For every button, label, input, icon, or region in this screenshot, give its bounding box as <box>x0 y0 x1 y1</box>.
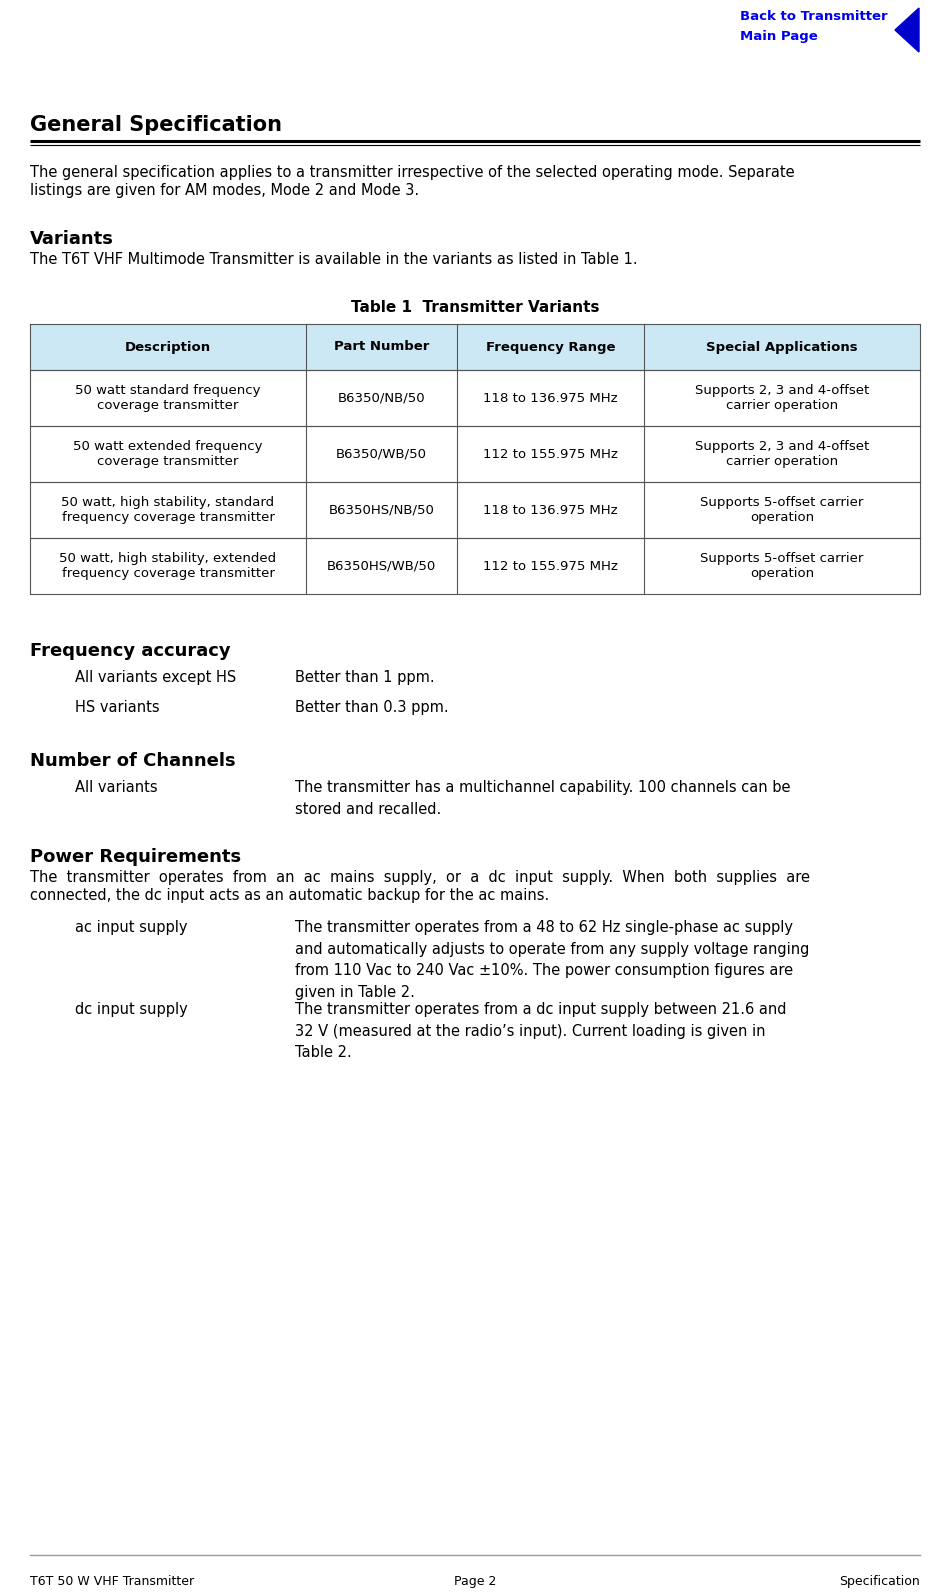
Text: Number of Channels: Number of Channels <box>30 751 235 771</box>
Text: T6T 50 W VHF Transmitter: T6T 50 W VHF Transmitter <box>30 1574 195 1587</box>
Text: B6350HS/WB/50: B6350HS/WB/50 <box>326 559 437 573</box>
Bar <box>30 538 920 594</box>
Text: Table 1  Transmitter Variants: Table 1 Transmitter Variants <box>351 299 599 315</box>
Text: B6350/WB/50: B6350/WB/50 <box>336 447 427 460</box>
Text: 118 to 136.975 MHz: 118 to 136.975 MHz <box>483 503 618 516</box>
Text: Frequency Range: Frequency Range <box>486 341 615 353</box>
Text: 50 watt standard frequency
coverage transmitter: 50 watt standard frequency coverage tran… <box>75 384 261 412</box>
Text: HS variants: HS variants <box>75 700 159 715</box>
Text: Frequency accuracy: Frequency accuracy <box>30 642 231 661</box>
Text: The T6T VHF Multimode Transmitter is available in the variants as listed in Tabl: The T6T VHF Multimode Transmitter is ava… <box>30 252 638 267</box>
Text: Supports 2, 3 and 4-offset
carrier operation: Supports 2, 3 and 4-offset carrier opera… <box>695 384 869 412</box>
Text: Better than 1 ppm.: Better than 1 ppm. <box>295 670 435 685</box>
Text: The transmitter has a multichannel capability. 100 channels can be
stored and re: The transmitter has a multichannel capab… <box>295 780 791 817</box>
Text: Supports 5-offset carrier
operation: Supports 5-offset carrier operation <box>700 497 864 524</box>
Text: The  transmitter  operates  from  an  ac  mains  supply,  or  a  dc  input  supp: The transmitter operates from an ac main… <box>30 869 810 885</box>
Text: 50 watt, high stability, extended
frequency coverage transmitter: 50 watt, high stability, extended freque… <box>60 552 276 579</box>
Text: The transmitter operates from a 48 to 62 Hz single-phase ac supply
and automatic: The transmitter operates from a 48 to 62… <box>295 920 809 1000</box>
Text: 112 to 155.975 MHz: 112 to 155.975 MHz <box>483 559 618 573</box>
Bar <box>30 369 920 427</box>
Text: Variants: Variants <box>30 229 114 248</box>
Text: The general specification applies to a transmitter irrespective of the selected : The general specification applies to a t… <box>30 166 794 180</box>
Bar <box>30 482 920 538</box>
Text: Better than 0.3 ppm.: Better than 0.3 ppm. <box>295 700 449 715</box>
Text: Specification: Specification <box>839 1574 920 1587</box>
Text: 50 watt, high stability, standard
frequency coverage transmitter: 50 watt, high stability, standard freque… <box>62 497 274 524</box>
Text: Description: Description <box>125 341 211 353</box>
Text: All variants: All variants <box>75 780 158 794</box>
Text: listings are given for AM modes, Mode 2 and Mode 3.: listings are given for AM modes, Mode 2 … <box>30 183 419 197</box>
Text: Power Requirements: Power Requirements <box>30 849 241 866</box>
Text: connected, the dc input acts as an automatic backup for the ac mains.: connected, the dc input acts as an autom… <box>30 888 549 903</box>
Text: General Specification: General Specification <box>30 115 282 135</box>
Text: Supports 2, 3 and 4-offset
carrier operation: Supports 2, 3 and 4-offset carrier opera… <box>695 439 869 468</box>
Text: Main Page: Main Page <box>740 30 818 43</box>
Text: All variants except HS: All variants except HS <box>75 670 236 685</box>
Text: dc input supply: dc input supply <box>75 1001 188 1017</box>
Text: Part Number: Part Number <box>334 341 429 353</box>
Text: The transmitter operates from a dc input supply between 21.6 and
32 V (measured : The transmitter operates from a dc input… <box>295 1001 787 1060</box>
Text: ac input supply: ac input supply <box>75 920 188 935</box>
Bar <box>30 325 920 369</box>
Text: 118 to 136.975 MHz: 118 to 136.975 MHz <box>483 392 618 404</box>
Text: B6350/NB/50: B6350/NB/50 <box>338 392 425 404</box>
Text: Supports 5-offset carrier
operation: Supports 5-offset carrier operation <box>700 552 864 579</box>
Text: Page 2: Page 2 <box>454 1574 496 1587</box>
Text: 50 watt extended frequency
coverage transmitter: 50 watt extended frequency coverage tran… <box>73 439 263 468</box>
Text: 112 to 155.975 MHz: 112 to 155.975 MHz <box>483 447 618 460</box>
Polygon shape <box>895 8 919 53</box>
Text: B6350HS/NB/50: B6350HS/NB/50 <box>328 503 435 516</box>
Text: Special Applications: Special Applications <box>706 341 858 353</box>
Text: Back to Transmitter: Back to Transmitter <box>740 10 887 22</box>
Bar <box>30 427 920 482</box>
